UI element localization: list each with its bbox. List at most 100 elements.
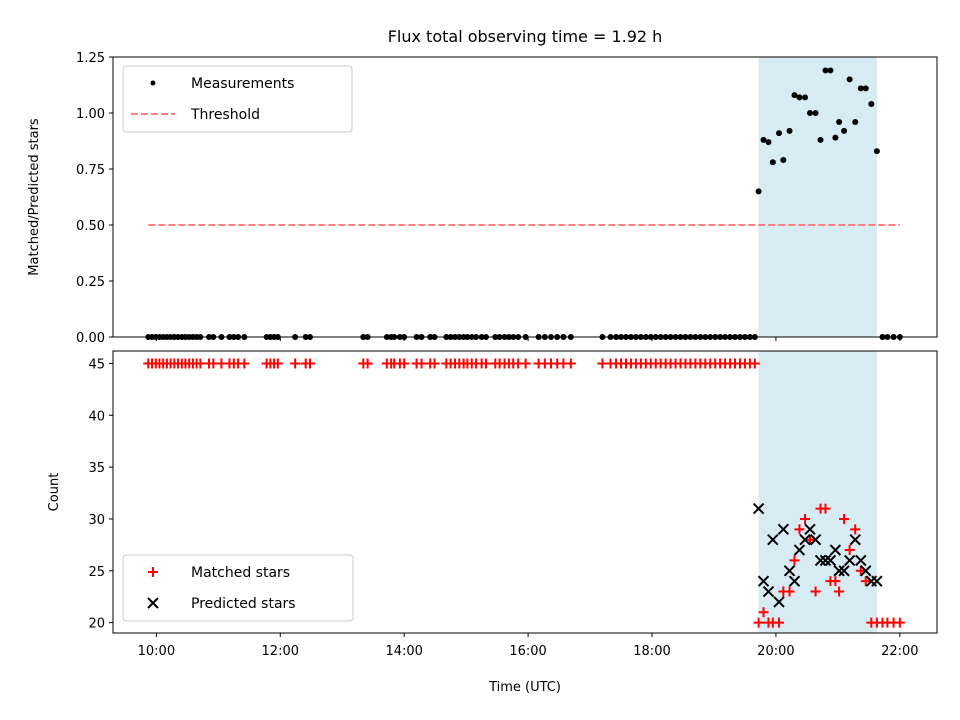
data-point <box>855 565 866 576</box>
y-axis-label: Matched/Predicted stars <box>27 118 42 276</box>
data-point <box>824 554 837 567</box>
data-point <box>814 554 827 567</box>
legend-label: Threshold <box>190 107 260 123</box>
highlight-band <box>758 351 877 633</box>
y-tick-label: 40 <box>88 409 105 424</box>
data-point <box>362 358 373 369</box>
legend-marker <box>148 567 158 577</box>
data-point <box>873 148 880 155</box>
data-point <box>860 576 871 587</box>
y-tick-label: 45 <box>88 357 105 372</box>
data-point <box>832 134 839 141</box>
data-point <box>862 85 869 92</box>
data-point <box>827 67 834 74</box>
data-point <box>767 533 779 546</box>
legend: Measurements Threshold <box>122 65 353 133</box>
data-point <box>416 358 427 369</box>
x-tick-label: 12:00 <box>262 644 299 659</box>
data-point <box>520 358 531 369</box>
data-point <box>871 575 883 587</box>
data-point <box>272 358 283 369</box>
data-point <box>777 523 790 536</box>
y-tick-label: 25 <box>88 565 105 580</box>
axes-frame <box>112 350 938 634</box>
x-axis-label: Time (UTC) <box>488 680 561 695</box>
y-tick-label: 0.25 <box>76 275 105 290</box>
data-point <box>429 358 440 369</box>
x-tick-label: 22:00 <box>881 644 918 659</box>
data-point <box>195 358 206 369</box>
data-point <box>788 575 801 587</box>
highlight-band <box>758 57 877 337</box>
y-axis-label: Count <box>47 473 62 512</box>
data-point <box>830 576 841 587</box>
y-tick-label: 0.00 <box>76 331 105 346</box>
data-point <box>565 358 576 369</box>
data-point <box>290 358 301 369</box>
series-matched-stars <box>143 358 905 628</box>
data-point <box>804 523 816 536</box>
data-point <box>794 524 805 535</box>
data-point <box>774 617 785 628</box>
data-point <box>809 533 822 546</box>
series-predicted-stars <box>752 502 883 608</box>
data-point <box>819 554 832 567</box>
data-point <box>776 130 783 137</box>
y-tick-label: 35 <box>88 461 105 476</box>
data-point <box>855 554 867 567</box>
data-point <box>799 533 811 546</box>
panel-ratio: 0.00 0.25 0.50 0.75 1.00 1.25 Matched/Predicte… <box>27 51 938 346</box>
data-point <box>844 545 855 556</box>
data-point <box>762 585 775 598</box>
data-point <box>399 358 410 369</box>
data-point <box>765 139 772 146</box>
legend-box <box>122 554 354 622</box>
data-point <box>784 586 795 597</box>
data-point <box>810 586 821 597</box>
data-point <box>841 127 848 134</box>
legend-label: Matched stars <box>191 565 290 581</box>
data-point <box>780 157 787 164</box>
data-point <box>753 617 764 628</box>
y-tick-label: 0.75 <box>76 163 105 178</box>
data-point <box>822 67 829 74</box>
data-point <box>783 565 796 577</box>
x-tick-label: 10:00 <box>138 644 175 659</box>
data-point <box>802 94 809 101</box>
data-point <box>812 110 819 116</box>
data-point <box>820 503 831 514</box>
data-point <box>839 513 850 524</box>
data-point <box>804 534 815 545</box>
data-point <box>755 188 762 195</box>
data-point <box>749 358 760 369</box>
data-point <box>757 575 770 587</box>
legend: Matched stars Predicted stars <box>122 554 354 622</box>
data-point <box>480 358 491 369</box>
data-point <box>838 565 850 577</box>
axes-frame <box>112 56 938 338</box>
data-point <box>239 358 250 369</box>
x-tick-label: 20:00 <box>757 644 794 659</box>
y-tick-label: 1.25 <box>76 51 105 66</box>
x-tick-label: 16:00 <box>509 644 546 659</box>
data-point <box>836 118 843 125</box>
data-point <box>852 118 859 125</box>
data-point <box>829 544 842 556</box>
data-point <box>857 85 864 92</box>
data-point <box>773 596 785 608</box>
data-point <box>833 565 845 577</box>
chart-title: Flux total observing time = 1.92 h <box>388 27 663 46</box>
data-point <box>849 533 861 546</box>
data-point <box>817 136 824 143</box>
legend-label: Predicted stars <box>191 596 296 612</box>
data-point <box>752 502 765 515</box>
legend-marker <box>150 80 156 86</box>
data-point <box>800 513 811 524</box>
data-point <box>834 586 845 597</box>
data-point <box>846 76 853 83</box>
y-tick-label: 0.50 <box>76 219 105 234</box>
panel-counts: 20 25 30 35 40 45 10:00 12:00 14:00 16:00 18:00 20:… <box>47 350 938 659</box>
legend-marker <box>147 597 159 609</box>
data-point <box>786 127 793 134</box>
data-point <box>305 358 316 369</box>
